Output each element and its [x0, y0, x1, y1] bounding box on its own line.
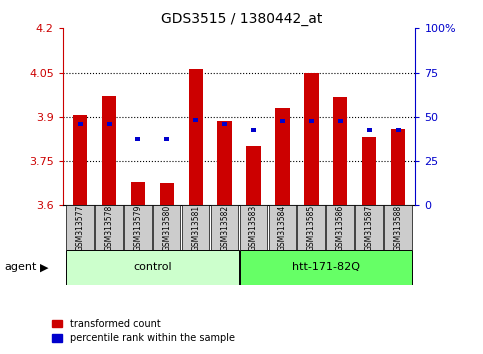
- Bar: [102, 96, 116, 205]
- Bar: [73, 115, 87, 205]
- Text: GSM313578: GSM313578: [104, 204, 114, 251]
- FancyBboxPatch shape: [240, 250, 412, 285]
- Bar: [135, 137, 141, 141]
- FancyBboxPatch shape: [66, 250, 239, 285]
- Text: GSM313581: GSM313581: [191, 204, 200, 251]
- Bar: [193, 118, 198, 122]
- FancyBboxPatch shape: [298, 205, 325, 250]
- Bar: [217, 121, 232, 205]
- Bar: [280, 119, 285, 123]
- Text: GSM313579: GSM313579: [133, 204, 142, 251]
- Text: GSM313580: GSM313580: [162, 204, 171, 251]
- Bar: [246, 146, 261, 205]
- Text: GSM313588: GSM313588: [394, 204, 402, 251]
- FancyBboxPatch shape: [240, 205, 267, 250]
- Text: agent: agent: [5, 262, 37, 272]
- Bar: [188, 69, 203, 205]
- FancyBboxPatch shape: [327, 205, 354, 250]
- Bar: [164, 137, 170, 141]
- Bar: [391, 129, 405, 205]
- Bar: [131, 182, 145, 205]
- Bar: [222, 122, 227, 126]
- Text: GSM313584: GSM313584: [278, 204, 287, 251]
- Text: GSM313582: GSM313582: [220, 204, 229, 251]
- Text: GSM313577: GSM313577: [76, 204, 85, 251]
- Bar: [304, 73, 319, 205]
- Text: ▶: ▶: [40, 262, 48, 272]
- Bar: [159, 183, 174, 205]
- FancyBboxPatch shape: [124, 205, 152, 250]
- Bar: [367, 128, 371, 132]
- Text: GSM313586: GSM313586: [336, 204, 345, 251]
- FancyBboxPatch shape: [66, 205, 94, 250]
- Legend: transformed count, percentile rank within the sample: transformed count, percentile rank withi…: [48, 315, 239, 347]
- Bar: [338, 119, 343, 123]
- Bar: [251, 128, 256, 132]
- Bar: [107, 122, 112, 126]
- Text: htt-171-82Q: htt-171-82Q: [292, 262, 360, 272]
- FancyBboxPatch shape: [355, 205, 383, 250]
- Bar: [396, 128, 400, 132]
- FancyBboxPatch shape: [269, 205, 296, 250]
- Bar: [275, 108, 290, 205]
- FancyBboxPatch shape: [153, 205, 181, 250]
- FancyBboxPatch shape: [95, 205, 123, 250]
- Text: GSM313583: GSM313583: [249, 204, 258, 251]
- Text: GDS3515 / 1380442_at: GDS3515 / 1380442_at: [161, 12, 322, 27]
- Text: GSM313585: GSM313585: [307, 204, 316, 251]
- FancyBboxPatch shape: [182, 205, 209, 250]
- FancyBboxPatch shape: [384, 205, 412, 250]
- Bar: [333, 97, 347, 205]
- Bar: [362, 137, 376, 205]
- Text: control: control: [133, 262, 171, 272]
- Bar: [309, 119, 314, 123]
- FancyBboxPatch shape: [211, 205, 238, 250]
- Bar: [78, 122, 83, 126]
- Text: GSM313587: GSM313587: [365, 204, 374, 251]
